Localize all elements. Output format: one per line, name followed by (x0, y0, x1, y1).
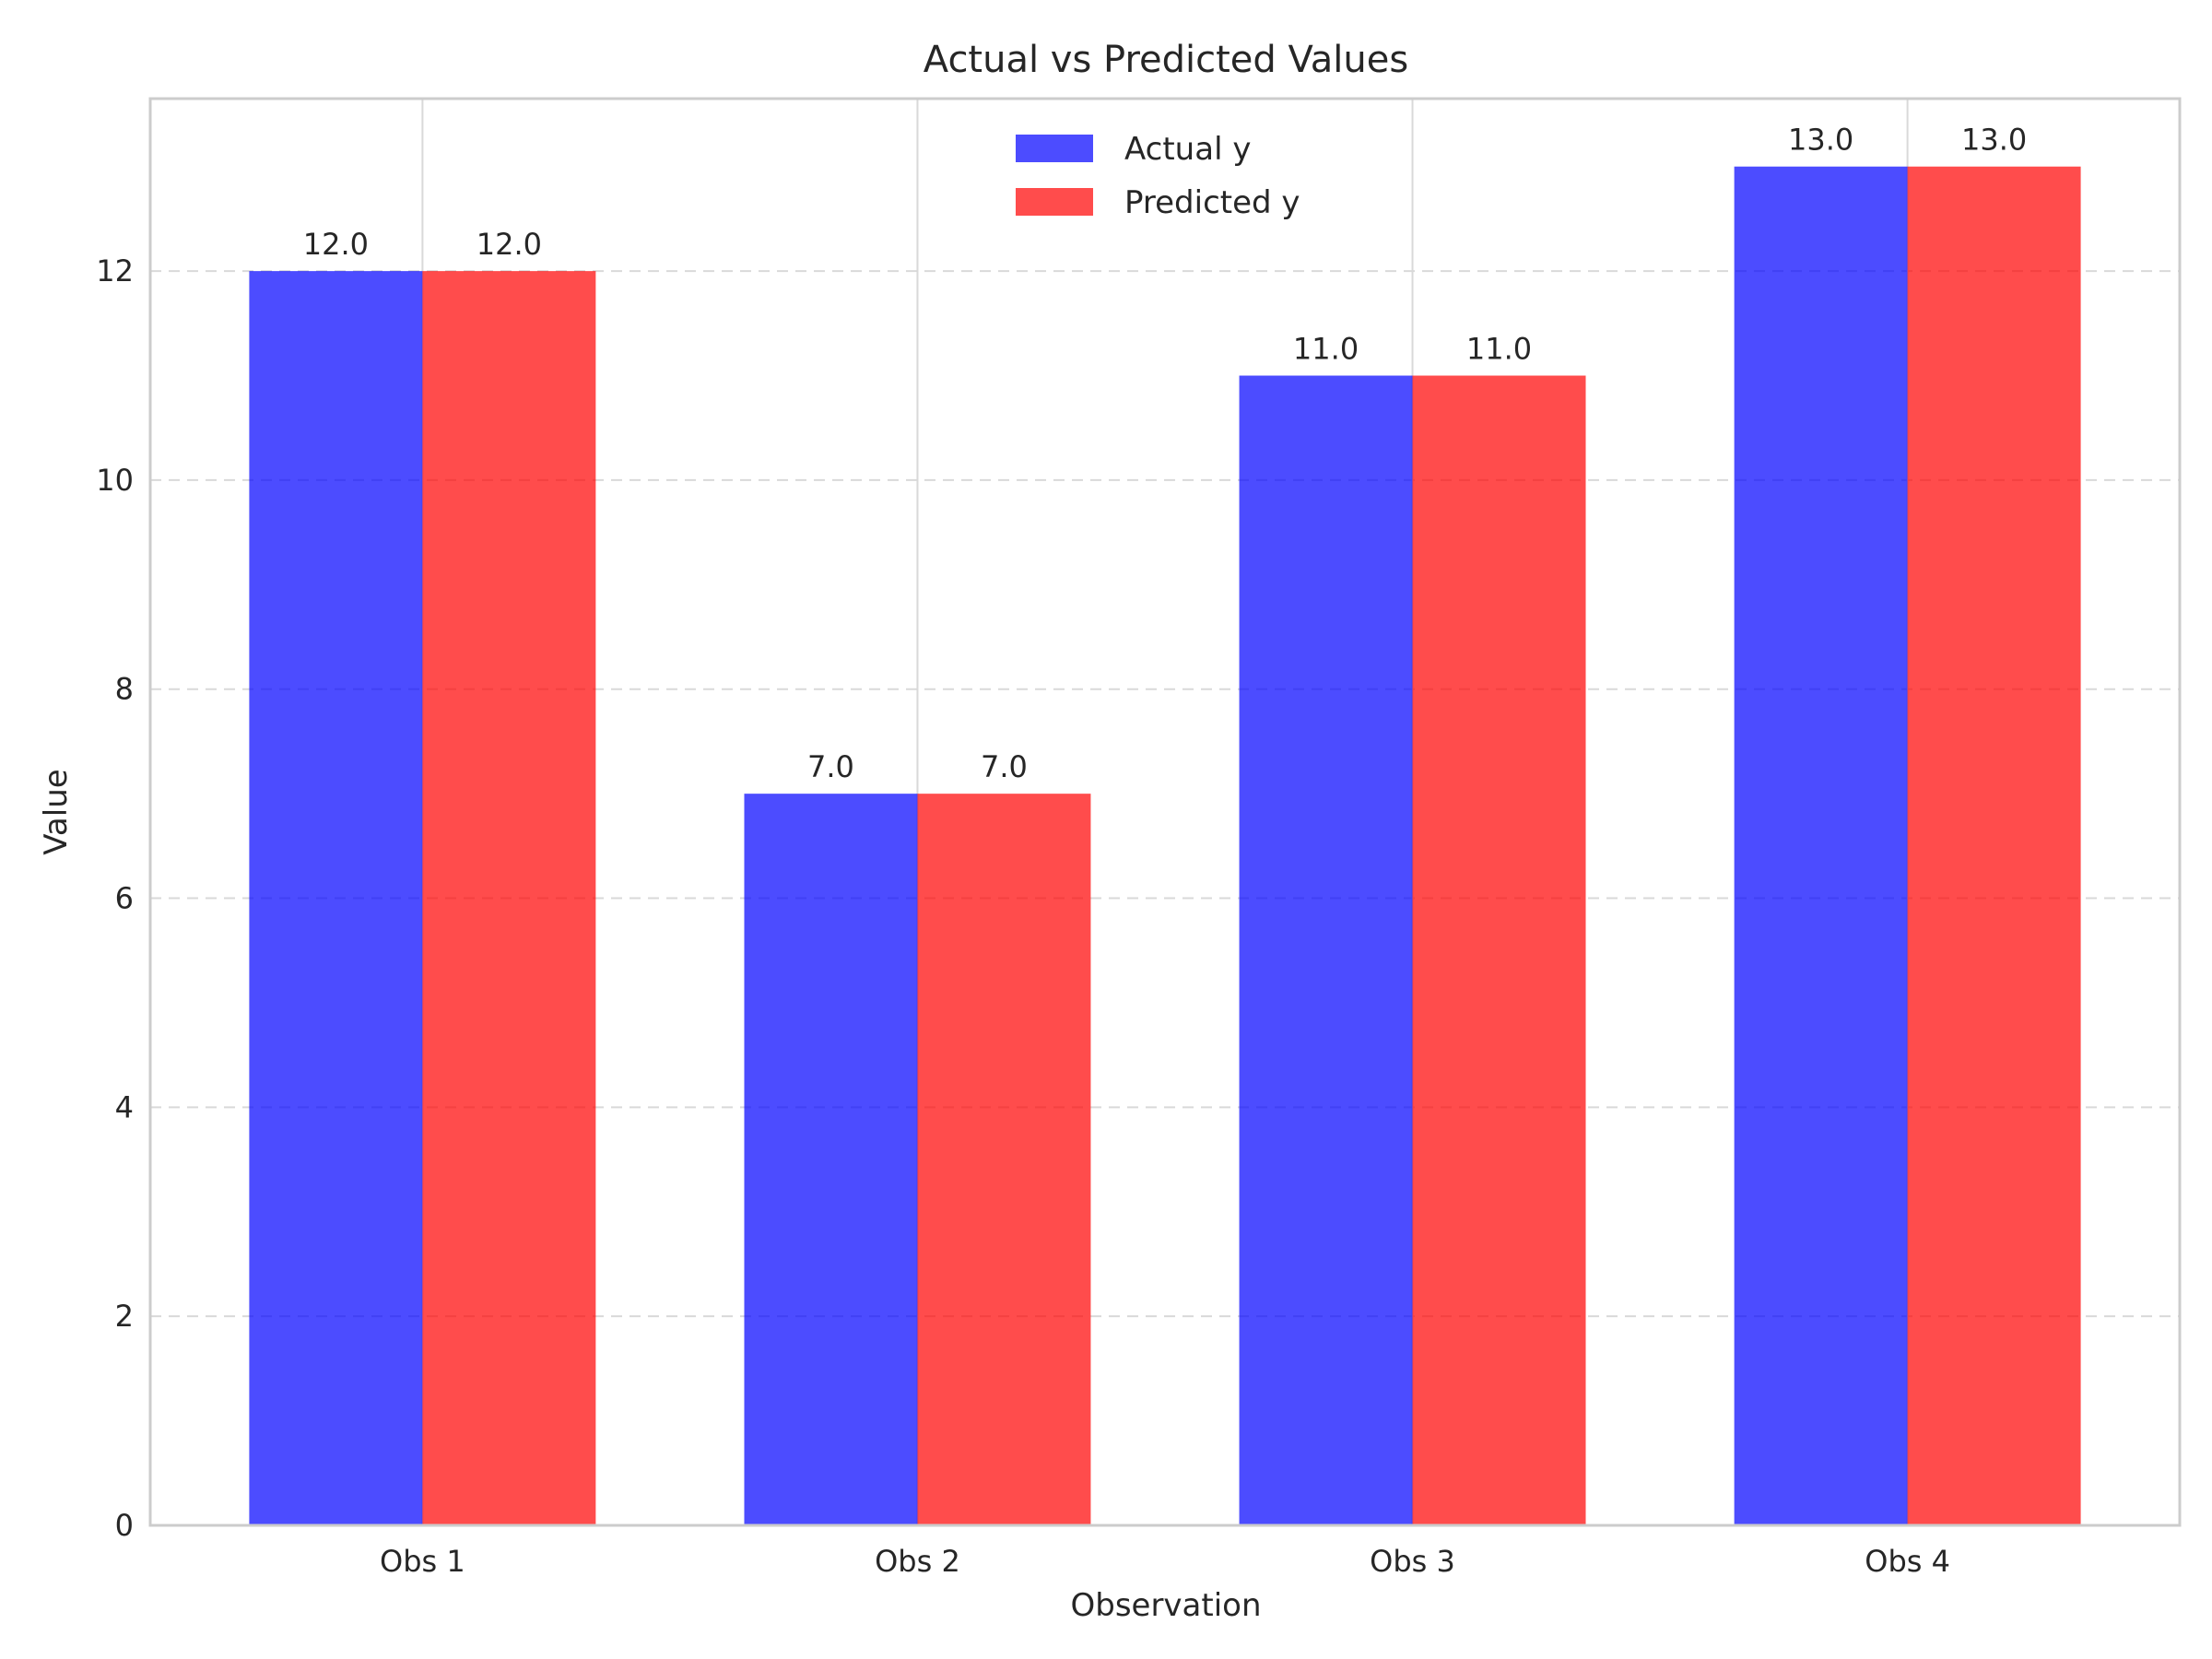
bar-value-label: 12.0 (477, 227, 542, 262)
y-tick-label: 6 (115, 881, 134, 916)
legend-label-predicted: Predicted y (1124, 184, 1300, 221)
legend: Actual y Predicted y (1016, 131, 1300, 221)
bar-value-label: 7.0 (807, 749, 854, 784)
y-tick-label: 8 (115, 672, 134, 707)
bar-value-label: 7.0 (981, 749, 1028, 784)
bar-actual (249, 271, 423, 1526)
y-tick-label: 12 (96, 253, 134, 288)
bar-value-label: 13.0 (1961, 123, 2027, 158)
chart-title: Actual vs Predicted Values (924, 39, 1408, 81)
bars (249, 166, 2081, 1526)
bar-predicted (1907, 166, 2081, 1526)
axis-ticks: 0 2 4 6 8 10 12 Obs 1 Obs 2 Obs 3 Obs 4 (96, 253, 1950, 1579)
plot-frame (148, 97, 2182, 1527)
bar-predicted (1412, 375, 1586, 1525)
bar-value-label: 12.0 (303, 227, 369, 262)
x-axis-label: Observation (1070, 1587, 1261, 1624)
x-tick-label: Obs 1 (380, 1544, 465, 1579)
y-tick-label: 0 (115, 1508, 134, 1543)
bar-predicted (422, 271, 596, 1526)
bar-value-label: 13.0 (1788, 123, 1853, 158)
bar-actual (744, 794, 918, 1525)
y-tick-label: 4 (115, 1089, 134, 1124)
y-tick-label: 10 (96, 463, 134, 498)
x-tick-label: Obs 2 (875, 1544, 960, 1579)
y-tick-label: 2 (115, 1299, 134, 1334)
bar-value-label: 11.0 (1293, 332, 1359, 367)
x-tick-label: Obs 4 (1865, 1544, 1950, 1579)
x-tick-label: Obs 3 (1370, 1544, 1455, 1579)
bar-predicted (917, 794, 1091, 1525)
bar-actual (1734, 166, 1908, 1526)
legend-label-actual: Actual y (1124, 131, 1251, 168)
legend-swatch-predicted (1016, 188, 1093, 216)
bar-value-label: 11.0 (1466, 332, 1532, 367)
legend-swatch-actual (1016, 135, 1093, 162)
bar-actual (1239, 375, 1413, 1525)
y-axis-label: Value (38, 769, 75, 854)
data-labels: 12.0 7.0 11.0 13.0 12.0 7.0 11.0 13.0 (303, 123, 2027, 784)
